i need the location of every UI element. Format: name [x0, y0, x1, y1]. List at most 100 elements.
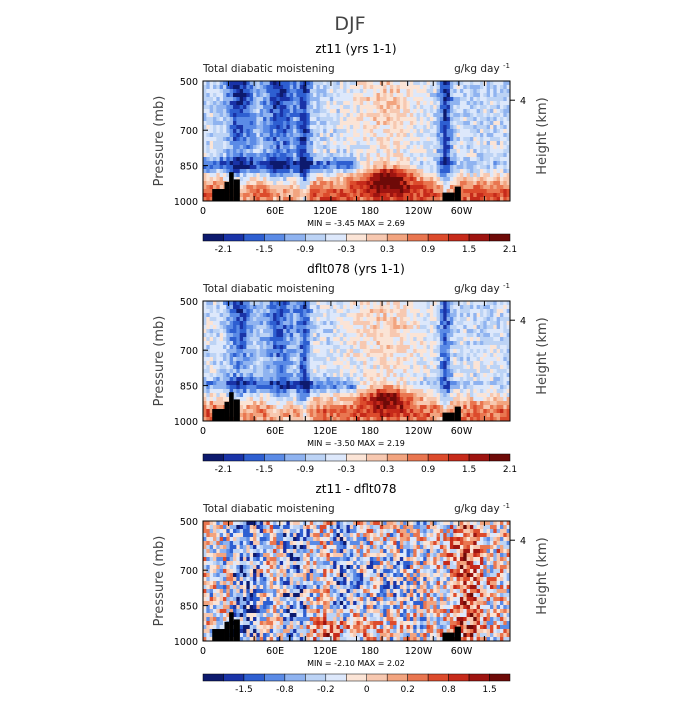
- heatmap-cell: [303, 109, 307, 113]
- heatmap-cell: [380, 369, 384, 373]
- heatmap-cell: [383, 357, 387, 361]
- heatmap-cell: [296, 97, 300, 101]
- heatmap-cell: [460, 333, 464, 337]
- heatmap-cell: [380, 389, 384, 393]
- heatmap-cell: [500, 169, 504, 173]
- heatmap-cell: [440, 121, 444, 125]
- heatmap-cell: [206, 373, 210, 377]
- heatmap-cell: [316, 361, 320, 365]
- heatmap-cell: [336, 309, 340, 313]
- heatmap-cell: [256, 309, 260, 313]
- heatmap-cell: [410, 373, 414, 377]
- heatmap-cell: [427, 149, 431, 153]
- heatmap-cell: [463, 373, 467, 377]
- heatmap-cell: [490, 125, 494, 129]
- heatmap-cell: [256, 85, 260, 89]
- heatmap-cell: [367, 81, 371, 85]
- heatmap-cell: [440, 381, 444, 385]
- heatmap-cell: [233, 109, 237, 113]
- heatmap-cell: [413, 337, 417, 341]
- heatmap-cell: [493, 305, 497, 309]
- heatmap-cell: [246, 349, 250, 353]
- heatmap-cells: [203, 81, 510, 201]
- heatmap-cell: [433, 341, 437, 345]
- heatmap-cell: [290, 157, 294, 161]
- heatmap-cell: [206, 101, 210, 105]
- heatmap-cell: [477, 165, 481, 169]
- heatmap-cell: [417, 301, 421, 305]
- heatmap-cell: [410, 389, 414, 393]
- heatmap-cell: [220, 149, 224, 153]
- heatmap-cell: [427, 389, 431, 393]
- heatmap-cell: [303, 309, 307, 313]
- heatmap-cell: [336, 133, 340, 137]
- heatmap-cell: [250, 321, 254, 325]
- heatmap-cell: [440, 85, 444, 89]
- heatmap-cell: [350, 385, 354, 389]
- heatmap-cell: [420, 353, 424, 357]
- heatmap-cell: [250, 193, 254, 197]
- heatmap-cell: [206, 301, 210, 305]
- heatmap-cell: [453, 349, 457, 353]
- heatmap-cell: [210, 377, 214, 381]
- heatmap-cell: [256, 317, 260, 321]
- heatmap-cell: [400, 313, 404, 317]
- heatmap-cell: [403, 341, 407, 345]
- heatmap-cell: [256, 325, 260, 329]
- heatmap-cell: [280, 193, 284, 197]
- heatmap-cell: [346, 341, 350, 345]
- heatmap-cell: [477, 113, 481, 117]
- heatmap-cell: [467, 157, 471, 161]
- heatmap-cell: [470, 301, 474, 305]
- colorbar-swatch: [326, 234, 346, 241]
- heatmap-cell: [320, 129, 324, 133]
- heatmap-cell: [203, 321, 207, 325]
- heatmap-cell: [230, 373, 234, 377]
- heatmap-cell: [440, 93, 444, 97]
- heatmap-cell: [346, 305, 350, 309]
- heatmap-cell: [397, 369, 401, 373]
- heatmap-cell: [423, 157, 427, 161]
- heatmap-cell: [346, 149, 350, 153]
- heatmap-cell: [293, 341, 297, 345]
- heatmap-cell: [300, 325, 304, 329]
- heatmap-cell: [233, 369, 237, 373]
- heatmap-cell: [253, 365, 257, 369]
- heatmap-cell: [487, 349, 491, 353]
- heatmap-cell: [427, 89, 431, 93]
- heatmap-cell: [430, 141, 434, 145]
- heatmap-cell: [383, 381, 387, 385]
- heatmap-cell: [330, 305, 334, 309]
- heatmap-cell: [263, 113, 267, 117]
- heatmap-cell: [447, 337, 451, 341]
- heatmap-cell: [427, 333, 431, 337]
- heatmap-cell: [453, 361, 457, 365]
- heatmap-cell: [316, 321, 320, 325]
- heatmap-cell: [330, 97, 334, 101]
- heatmap-cell: [316, 357, 320, 361]
- heatmap-cell: [480, 365, 484, 369]
- heatmap-cell: [306, 333, 310, 337]
- heatmap-cell: [340, 97, 344, 101]
- heatmap-cell: [300, 337, 304, 341]
- heatmap-cell: [343, 185, 347, 189]
- heatmap-cell: [403, 125, 407, 129]
- heatmap-cell: [400, 381, 404, 385]
- heatmap-cell: [350, 365, 354, 369]
- heatmap-cell: [393, 321, 397, 325]
- heatmap-cell: [450, 161, 454, 165]
- heatmap-cell: [246, 185, 250, 189]
- heatmap-cell: [377, 365, 381, 369]
- heatmap-cell: [493, 353, 497, 357]
- heatmap-cell: [487, 125, 491, 129]
- colorbar-label: 1.5: [462, 245, 476, 255]
- heatmap-cell: [270, 329, 274, 333]
- heatmap-cell: [263, 317, 267, 321]
- heatmap-cell: [453, 161, 457, 165]
- heatmap-cell: [326, 329, 330, 333]
- heatmap-cell: [490, 97, 494, 101]
- heatmap-cell: [216, 153, 220, 157]
- heatmap-cell: [390, 117, 394, 121]
- heatmap-cell: [226, 141, 230, 145]
- heatmap-cell: [336, 381, 340, 385]
